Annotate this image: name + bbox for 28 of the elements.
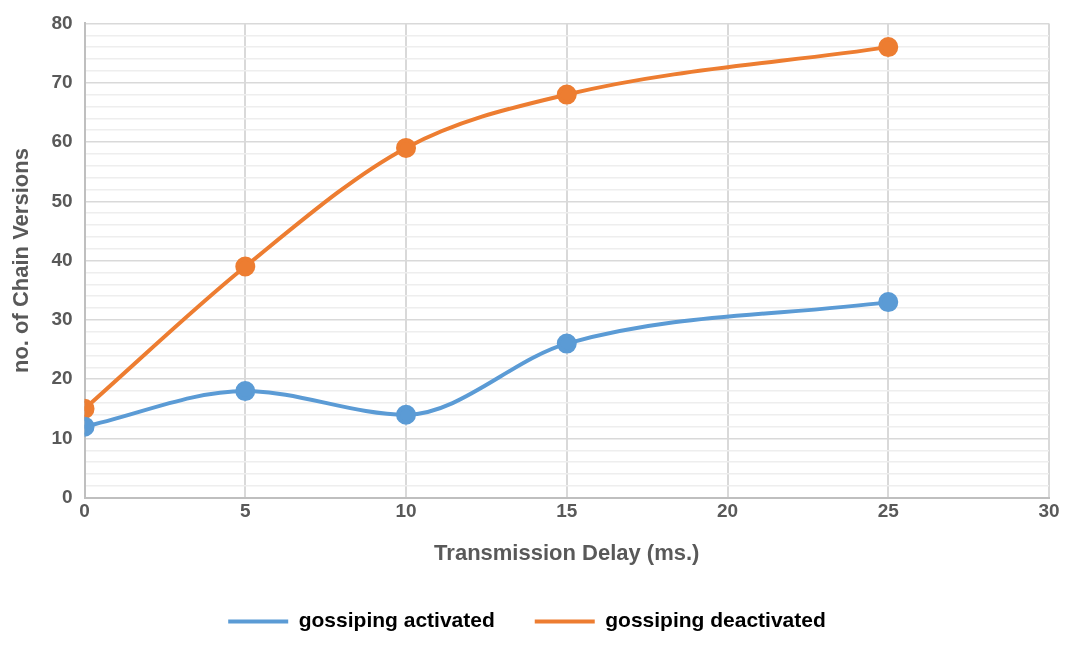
point [878, 37, 899, 58]
y-tick-label: 70 [51, 70, 73, 92]
x-tick-label: 20 [716, 500, 739, 522]
y-tick-label: 80 [51, 11, 73, 33]
x-tick-label: 15 [556, 500, 578, 522]
point [235, 256, 256, 277]
y-axis-title: no. of Chain Versions [8, 148, 34, 374]
y-tick-label: 10 [51, 426, 73, 448]
y-tick-label: 20 [51, 367, 73, 389]
x-tick-label: 25 [877, 500, 900, 522]
x-tick-label: 5 [239, 500, 251, 522]
x-tick-label: 30 [1038, 500, 1060, 522]
y-tick-label: 0 [61, 486, 73, 508]
x-axis-title: Transmission Delay (ms.) [434, 539, 700, 565]
y-tick-label: 60 [51, 130, 73, 152]
x-tick-label: 0 [79, 500, 90, 522]
y-tick-label: 40 [51, 248, 73, 270]
point [878, 292, 899, 313]
y-tick-label: 50 [51, 189, 73, 211]
point [556, 333, 577, 354]
x-tick-label: 10 [395, 500, 417, 522]
point [556, 84, 577, 105]
point [396, 137, 417, 158]
legend-label: gossiping activated [298, 608, 495, 632]
point [235, 381, 256, 402]
point [396, 404, 417, 425]
y-tick-label: 30 [51, 308, 73, 330]
legend-label: gossiping deactivated [605, 608, 826, 632]
